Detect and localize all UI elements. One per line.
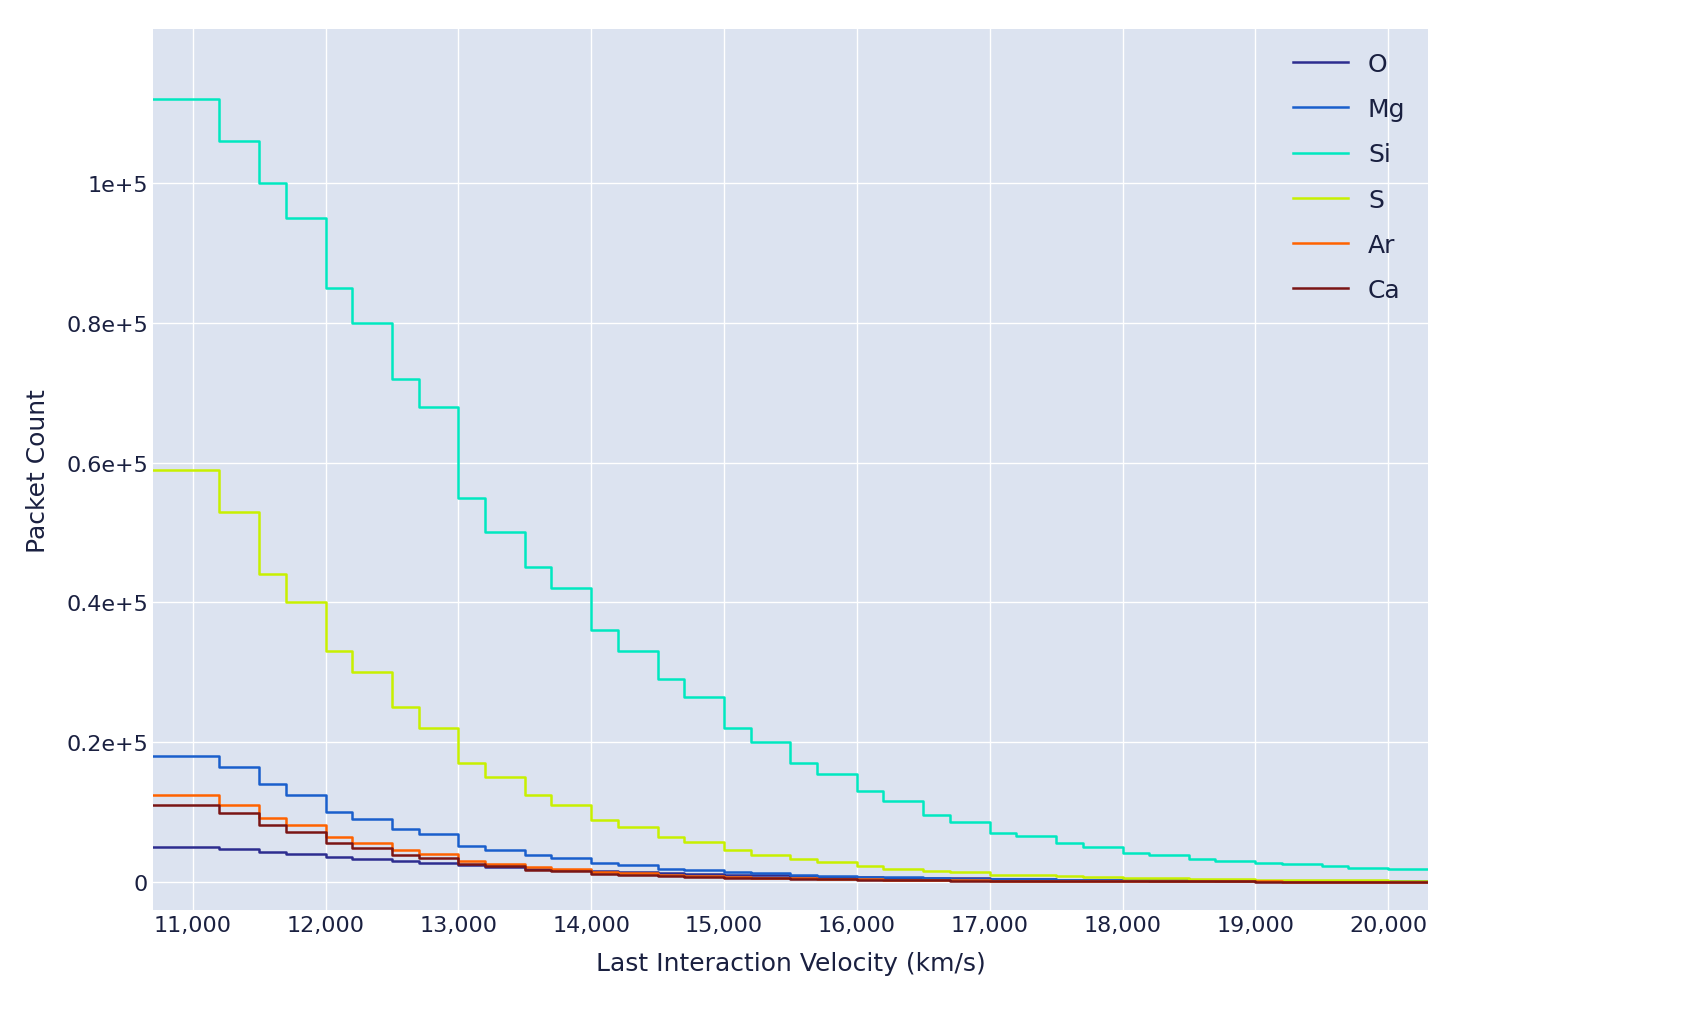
Si — [248, 135, 269, 148]
Ca — [1379, 876, 1399, 888]
Ar — [248, 799, 269, 811]
Ca — [382, 842, 403, 854]
Ar — [714, 869, 734, 882]
S — [1073, 870, 1093, 883]
O — [382, 853, 403, 865]
Ar — [143, 789, 163, 801]
Si — [808, 757, 828, 769]
Line: Mg: Mg — [153, 756, 1467, 882]
Mg — [248, 760, 269, 772]
Ar — [808, 872, 828, 885]
Line: S: S — [153, 470, 1467, 881]
Mg — [382, 813, 403, 825]
Line: O: O — [153, 847, 1467, 882]
Ca — [714, 870, 734, 883]
O — [248, 843, 269, 855]
O — [1379, 876, 1399, 888]
Line: Si: Si — [153, 100, 1467, 869]
Ar — [1457, 876, 1477, 888]
Ca — [581, 865, 602, 878]
S — [143, 464, 163, 476]
Ar — [1379, 876, 1399, 888]
O — [714, 867, 734, 880]
S — [248, 506, 269, 518]
Si — [143, 94, 163, 106]
Ar — [581, 863, 602, 876]
S — [382, 666, 403, 678]
Si — [714, 691, 734, 703]
O — [808, 870, 828, 883]
O — [1457, 876, 1477, 888]
X-axis label: Last Interaction Velocity (km/s): Last Interaction Velocity (km/s) — [595, 951, 986, 976]
Line: Ca: Ca — [153, 805, 1467, 882]
Si — [581, 582, 602, 594]
Mg — [1073, 874, 1093, 886]
S — [1457, 875, 1477, 887]
S — [1379, 875, 1399, 887]
Ca — [1073, 876, 1093, 888]
Mg — [714, 864, 734, 877]
Si — [1457, 863, 1477, 876]
O — [1073, 874, 1093, 886]
S — [714, 836, 734, 848]
Mg — [581, 852, 602, 864]
Ar — [1073, 875, 1093, 887]
Ca — [143, 799, 163, 811]
O — [581, 863, 602, 876]
Ca — [1457, 876, 1477, 888]
Si — [1073, 837, 1093, 849]
Mg — [1379, 876, 1399, 888]
Line: Ar: Ar — [153, 795, 1467, 882]
Ar — [382, 837, 403, 849]
Y-axis label: Packet Count: Packet Count — [26, 388, 49, 552]
Mg — [143, 750, 163, 762]
Ca — [808, 874, 828, 886]
Si — [1379, 863, 1399, 876]
O — [143, 841, 163, 853]
Si — [382, 317, 403, 330]
S — [581, 799, 602, 811]
S — [808, 853, 828, 865]
Mg — [808, 869, 828, 882]
Legend: O, Mg, Si, S, Ar, Ca: O, Mg, Si, S, Ar, Ca — [1284, 42, 1416, 312]
Mg — [1457, 876, 1477, 888]
Ca — [248, 808, 269, 820]
